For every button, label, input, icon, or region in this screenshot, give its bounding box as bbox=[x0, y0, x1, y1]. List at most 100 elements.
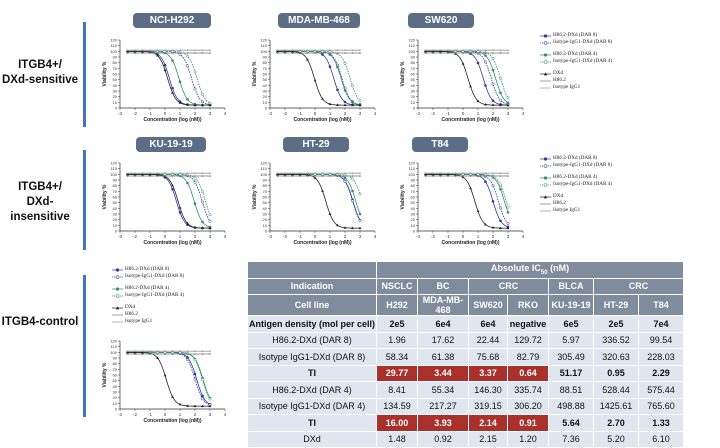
data-point bbox=[141, 350, 144, 354]
legend-item: Isotype-IgG1-DXd (DAR 8) bbox=[540, 162, 612, 169]
table-cell: 5.20 bbox=[593, 430, 639, 448]
table-cell: 228.03 bbox=[638, 348, 684, 366]
data-point bbox=[126, 350, 129, 354]
table-cell: 2e5 bbox=[376, 315, 418, 333]
data-point bbox=[126, 175, 129, 177]
data-point bbox=[194, 172, 196, 174]
data-point bbox=[313, 78, 317, 82]
data-point bbox=[321, 97, 324, 100]
y-tick-label: 90 bbox=[263, 55, 268, 60]
y-tick-label: 120 bbox=[110, 38, 117, 43]
data-point bbox=[454, 175, 457, 177]
data-point bbox=[454, 173, 457, 176]
data-point bbox=[149, 350, 151, 352]
data-point bbox=[156, 54, 159, 57]
series-line bbox=[277, 50, 361, 106]
y-tick-label: 120 bbox=[408, 161, 415, 166]
data-point bbox=[432, 175, 434, 177]
series-isotype-igg1-dxd-dar-4- bbox=[126, 350, 212, 401]
data-point bbox=[171, 49, 174, 51]
data-point bbox=[484, 60, 487, 64]
legend-row2: H86.2-DXd (DAR 8) Isotype-IgG1-DXd (DAR … bbox=[540, 155, 612, 214]
x-tick-label: -3 bbox=[416, 234, 420, 239]
y-tick-label: 60 bbox=[113, 373, 118, 378]
data-point bbox=[359, 52, 361, 54]
table-cell: 217.27 bbox=[417, 397, 469, 415]
data-point bbox=[499, 187, 502, 191]
data-point bbox=[156, 52, 159, 54]
data-point bbox=[201, 100, 204, 104]
data-point bbox=[306, 173, 309, 176]
table-cell: 82.79 bbox=[507, 348, 549, 366]
data-point bbox=[179, 353, 181, 355]
y-tick-label: 40 bbox=[113, 83, 118, 88]
data-point bbox=[439, 172, 442, 174]
data-point bbox=[499, 183, 502, 187]
data-point bbox=[439, 175, 442, 177]
group-label-insensitive: ITGB4+/DXd-insensitive bbox=[10, 181, 70, 223]
legend-item: H86.2 bbox=[540, 200, 566, 206]
y-tick-label: 20 bbox=[113, 94, 118, 99]
data-point bbox=[477, 172, 479, 174]
data-point bbox=[343, 61, 347, 65]
data-point bbox=[476, 209, 480, 213]
data-point bbox=[209, 52, 211, 54]
data-point bbox=[186, 221, 189, 225]
data-point bbox=[447, 175, 449, 177]
x-axis-label: Concentration (log (nM)) bbox=[293, 117, 351, 123]
table-cell: 1.48 bbox=[376, 430, 418, 448]
y-tick-label: 70 bbox=[113, 367, 118, 372]
data-point bbox=[446, 172, 450, 176]
data-point bbox=[499, 98, 502, 102]
data-point bbox=[476, 99, 480, 102]
y-tick-label: 30 bbox=[411, 212, 416, 217]
y-tick-label: 30 bbox=[113, 390, 118, 395]
data-point bbox=[186, 181, 189, 185]
series-h86-2 bbox=[276, 52, 361, 54]
data-point bbox=[499, 172, 502, 174]
series-line bbox=[127, 173, 211, 215]
x-tick-label: 0 bbox=[462, 111, 465, 116]
x-axis-label: Concentration (log (nM)) bbox=[143, 117, 201, 123]
legend-item: H86.2-DXd (DAR 8) bbox=[540, 32, 612, 39]
series-h86-2-dxd-dar-4- bbox=[126, 351, 212, 400]
series-h86-2 bbox=[276, 175, 361, 177]
table-cell: 134.59 bbox=[376, 397, 418, 415]
data-point bbox=[134, 52, 136, 54]
data-point bbox=[201, 175, 204, 177]
group-bar-control bbox=[83, 275, 86, 417]
series-isotype-igg1-dxd-dar-8- bbox=[126, 49, 212, 107]
data-point bbox=[291, 175, 294, 177]
x-tick-label: 4 bbox=[224, 111, 227, 116]
data-point bbox=[344, 52, 346, 54]
data-point bbox=[208, 103, 212, 107]
data-point bbox=[201, 226, 204, 230]
data-point bbox=[201, 404, 204, 408]
data-point bbox=[343, 226, 347, 229]
data-point bbox=[179, 49, 181, 51]
data-point bbox=[344, 175, 346, 177]
x-tick-label: -1 bbox=[298, 111, 302, 116]
series-line bbox=[127, 50, 210, 106]
data-point bbox=[336, 172, 339, 174]
cellline-cell: KU-19-19 bbox=[548, 294, 594, 316]
y-tick-label: 80 bbox=[113, 361, 118, 366]
y-tick-label: 80 bbox=[411, 183, 416, 188]
cellline-cell: T84 bbox=[638, 294, 684, 316]
y-tick-label: 30 bbox=[113, 212, 118, 217]
series-h86-2 bbox=[424, 52, 509, 54]
series-line bbox=[127, 173, 211, 229]
x-tick-label: 1 bbox=[329, 111, 332, 116]
data-point bbox=[171, 52, 174, 54]
x-tick-label: -1 bbox=[298, 234, 302, 239]
data-point bbox=[134, 172, 136, 174]
data-point bbox=[329, 49, 331, 51]
data-point bbox=[291, 50, 294, 53]
data-point bbox=[193, 377, 197, 381]
table-cell: 99.54 bbox=[638, 331, 684, 349]
x-tick-label: -3 bbox=[118, 412, 122, 417]
data-point bbox=[359, 49, 361, 51]
x-tick-label: -2 bbox=[133, 234, 137, 239]
